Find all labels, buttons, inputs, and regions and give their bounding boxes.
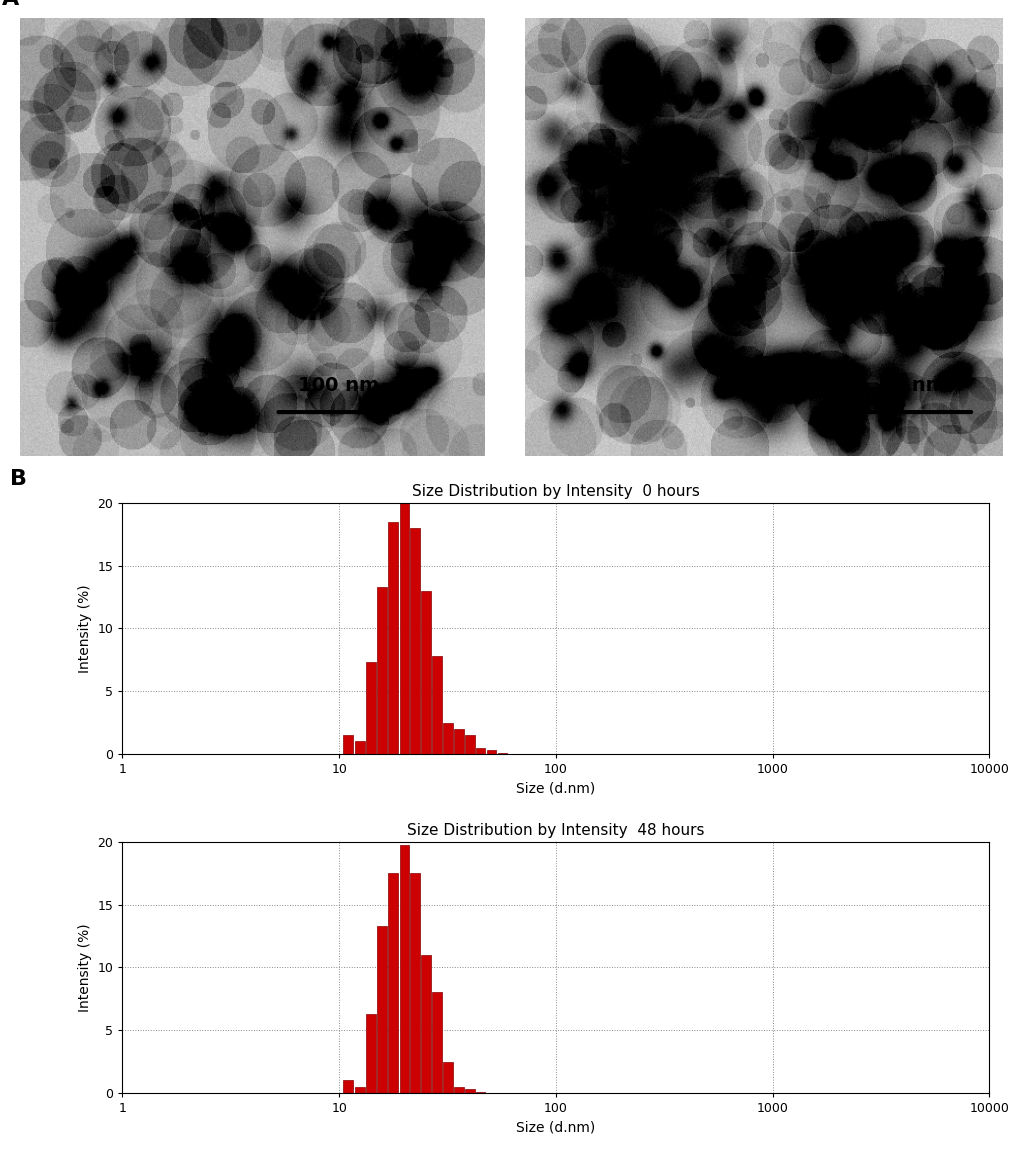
X-axis label: Size (d.nm): Size (d.nm) — [516, 1121, 595, 1135]
Bar — [465, 1090, 474, 1093]
Bar — [497, 753, 506, 754]
Bar — [410, 873, 420, 1093]
Bar — [355, 1087, 365, 1093]
Bar — [432, 656, 441, 754]
Text: 100 nm: 100 nm — [298, 375, 379, 395]
Bar — [453, 729, 464, 754]
Text: 50 nm: 50 nm — [877, 375, 945, 395]
Text: A: A — [2, 0, 19, 9]
Bar — [399, 503, 409, 754]
Bar — [410, 528, 420, 754]
Bar — [399, 845, 409, 1093]
Bar — [377, 587, 386, 754]
Bar — [486, 750, 496, 754]
Title: Size Distribution by Intensity  0 hours: Size Distribution by Intensity 0 hours — [412, 484, 699, 499]
Bar — [421, 590, 430, 754]
Y-axis label: Intensity (%): Intensity (%) — [77, 584, 92, 672]
Bar — [388, 873, 397, 1093]
Bar — [366, 663, 375, 754]
Bar — [442, 722, 452, 754]
Title: Size Distribution by Intensity  48 hours: Size Distribution by Intensity 48 hours — [407, 823, 704, 838]
Bar — [377, 926, 386, 1093]
Bar — [421, 955, 430, 1093]
X-axis label: Size (d.nm): Size (d.nm) — [516, 782, 595, 796]
Bar — [453, 1087, 464, 1093]
Bar — [388, 521, 397, 754]
Bar — [465, 735, 474, 754]
Bar — [475, 1092, 485, 1093]
Bar — [432, 992, 441, 1093]
Bar — [342, 735, 353, 754]
Text: B: B — [10, 469, 28, 490]
Bar — [442, 1061, 452, 1093]
Y-axis label: Intensity (%): Intensity (%) — [77, 924, 92, 1011]
Bar — [366, 1014, 375, 1093]
Bar — [475, 748, 485, 754]
Bar — [355, 741, 365, 754]
Bar — [342, 1080, 353, 1093]
